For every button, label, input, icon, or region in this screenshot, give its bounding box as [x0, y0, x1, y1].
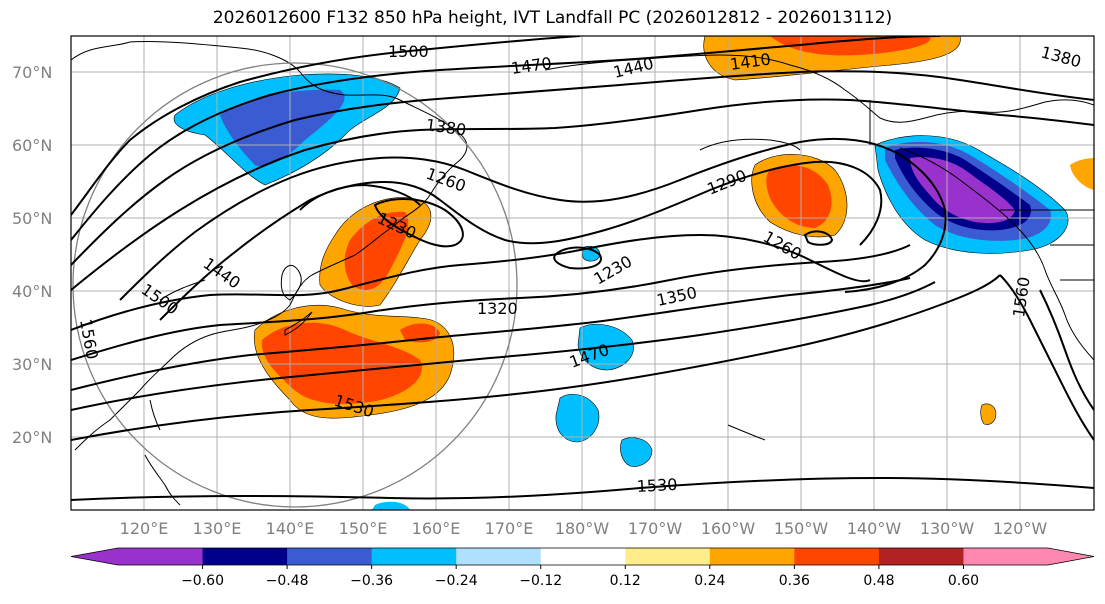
- lat-label: 70°N: [12, 63, 52, 82]
- colorbar-swatch: [456, 548, 542, 565]
- lat-label: 30°N: [12, 355, 52, 374]
- map-title: 2026012600 F132 850 hPa height, IVT Land…: [212, 8, 893, 28]
- lon-label: 170°W: [628, 519, 683, 538]
- colorbar-label: 0.60: [948, 573, 979, 589]
- colorbar-label: −0.12: [519, 573, 562, 589]
- colorbar-swatch: [202, 548, 288, 565]
- lon-label: 120°W: [993, 519, 1048, 538]
- lon-label: 140°E: [266, 519, 315, 538]
- lon-label: 130°E: [193, 519, 242, 538]
- lat-label: 20°N: [12, 428, 52, 447]
- lon-label: 150°E: [339, 519, 388, 538]
- lat-label: 60°N: [12, 136, 52, 155]
- longitude-labels: 120°E 130°E 140°E 150°E 160°E 170°E 180°…: [120, 519, 1048, 538]
- colorbar-swatch: [963, 548, 1049, 565]
- colorbar-swatch: [794, 548, 880, 565]
- contour-label: 1500: [388, 42, 429, 61]
- ivt-shading: [173, 36, 1094, 510]
- lon-label: 160°E: [412, 519, 461, 538]
- contour-label: 1320: [477, 299, 518, 318]
- lat-label: 40°N: [12, 282, 52, 301]
- colorbar-label: 0.48: [863, 573, 894, 589]
- lon-label: 120°E: [120, 519, 169, 538]
- lon-label: 170°E: [485, 519, 534, 538]
- map-frame: [70, 35, 1095, 511]
- lon-label: 160°W: [701, 519, 756, 538]
- reference-circle: [72, 62, 518, 508]
- colorbar-outline: [70, 547, 1095, 566]
- graticule: [71, 36, 1094, 510]
- colorbar-swatch: [878, 548, 964, 565]
- colorbar-label: 0.12: [610, 573, 641, 589]
- colorbar-extend-max: [1048, 548, 1094, 565]
- colorbar-swatch: [118, 548, 204, 565]
- colorbar-label: −0.60: [181, 573, 224, 589]
- latitude-labels: 70°N 60°N 50°N 40°N 30°N 20°N: [12, 63, 52, 447]
- lon-label: 150°W: [774, 519, 829, 538]
- colorbar-label: 0.24: [694, 573, 725, 589]
- colorbar-swatch: [625, 548, 711, 565]
- lon-label: 130°W: [920, 519, 975, 538]
- colorbar-label: −0.24: [435, 573, 478, 589]
- lon-label: 180°W: [555, 519, 610, 538]
- lat-label: 50°N: [12, 209, 52, 228]
- colorbar-swatch: [371, 548, 457, 565]
- colorbar-extend-min: [71, 548, 118, 565]
- lon-label: 140°W: [847, 519, 902, 538]
- contour-label: 1530: [636, 475, 678, 496]
- colorbar-swatch: [540, 548, 626, 565]
- colorbar-label: 0.36: [779, 573, 810, 589]
- colorbar-swatch: [709, 548, 795, 565]
- colorbar-label: −0.48: [266, 573, 309, 589]
- colorbar-swatch: [287, 548, 373, 565]
- colorbar: −0.60 −0.48 −0.36 −0.24 −0.12 0.12 0.24 0.36 0.4…: [70, 547, 1095, 589]
- height-contours: [71, 36, 1094, 501]
- colorbar-label: −0.36: [350, 573, 393, 589]
